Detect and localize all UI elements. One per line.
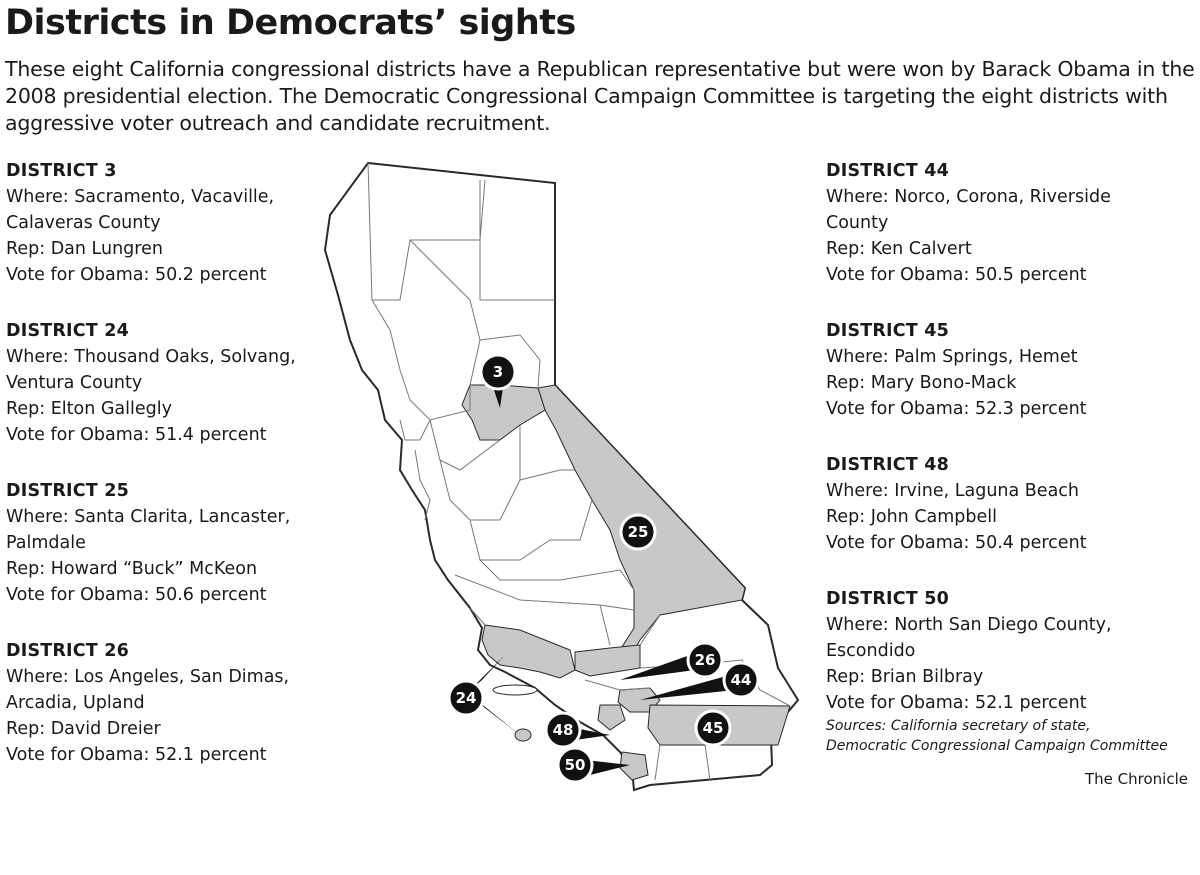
- district-44-info: DISTRICT 44 Where: Norco, Corona, Rivers…: [826, 158, 1200, 288]
- marker-45: 45: [694, 709, 732, 747]
- sources-note: Sources: California secretary of state, …: [826, 716, 1168, 756]
- district-detail: Where: Santa Clarita, Lancaster,: [6, 507, 291, 527]
- district-name: DISTRICT 45: [826, 321, 949, 341]
- district-detail: County: [826, 213, 889, 233]
- district-rep: Rep: Howard “Buck” McKeon: [6, 559, 258, 579]
- district-vote: Vote for Obama: 50.2 percent: [6, 265, 267, 285]
- district-name: DISTRICT 26: [6, 641, 129, 661]
- district-detail: Escondido: [826, 641, 916, 661]
- left-district-column: DISTRICT 3 Where: Sacramento, Vacaville,…: [6, 158, 336, 798]
- district-detail: Where: Irvine, Laguna Beach: [826, 481, 1080, 501]
- district-name: DISTRICT 25: [6, 481, 129, 501]
- district-45-info: DISTRICT 45 Where: Palm Springs, Hemet R…: [826, 318, 1200, 422]
- district-detail: Where: Los Angeles, San Dimas,: [6, 667, 290, 687]
- district-rep: Rep: Ken Calvert: [826, 239, 972, 259]
- district-detail: Where: North San Diego County,: [826, 615, 1112, 635]
- district-48-info: DISTRICT 48 Where: Irvine, Laguna Beach …: [826, 452, 1200, 556]
- district-vote: Vote for Obama: 50.6 percent: [6, 585, 267, 605]
- district-detail: Calaveras County: [6, 213, 161, 233]
- district-26-shape: [574, 644, 641, 677]
- district-name: DISTRICT 50: [826, 589, 949, 609]
- district-26-info: DISTRICT 26 Where: Los Angeles, San Dima…: [6, 638, 336, 768]
- district-rep: Rep: David Dreier: [6, 719, 161, 739]
- marker-label: 45: [703, 719, 724, 737]
- district-50-info: DISTRICT 50 Where: North San Diego Count…: [826, 586, 1200, 716]
- marker-label: 3: [493, 363, 503, 381]
- marker-50: 50: [556, 746, 594, 784]
- marker-48: 48: [544, 711, 582, 749]
- district-vote: Vote for Obama: 52.3 percent: [826, 399, 1087, 419]
- district-vote: Vote for Obama: 50.5 percent: [826, 265, 1087, 285]
- district-detail: Where: Thousand Oaks, Solvang,: [6, 347, 296, 367]
- sources-line: Democratic Congressional Campaign Commit…: [826, 738, 1168, 754]
- district-boundaries: [367, 162, 791, 781]
- district-detail: Ventura County: [6, 373, 143, 393]
- district-detail: Where: Palm Springs, Hemet: [826, 347, 1078, 367]
- channel-island: [514, 728, 532, 742]
- district-3-shape: [461, 384, 546, 441]
- marker-label: 48: [553, 721, 574, 739]
- marker-3: 3: [479, 353, 517, 391]
- marker-25: 25: [619, 513, 657, 551]
- marker-label: 25: [628, 523, 649, 541]
- marker-label: 50: [565, 756, 586, 774]
- page-title: Districts in Democrats’ sights: [5, 3, 576, 43]
- intro-text: These eight California congressional dis…: [5, 57, 1195, 135]
- district-vote: Vote for Obama: 52.1 percent: [6, 745, 267, 765]
- district-48-shape: [597, 704, 626, 731]
- sources-line: Sources: California secretary of state,: [826, 718, 1091, 734]
- district-rep: Rep: Dan Lungren: [6, 239, 163, 259]
- channel-island: [492, 684, 538, 696]
- district-vote: Vote for Obama: 50.4 percent: [826, 533, 1087, 553]
- district-detail: Where: Sacramento, Vacaville,: [6, 187, 275, 207]
- district-vote: Vote for Obama: 51.4 percent: [6, 425, 267, 445]
- district-vote: Vote for Obama: 52.1 percent: [826, 693, 1087, 713]
- district-24-shape: [481, 624, 576, 679]
- right-district-column: DISTRICT 44 Where: Norco, Corona, Rivers…: [826, 158, 1200, 746]
- district-rep: Rep: Elton Gallegly: [6, 399, 172, 419]
- district-name: DISTRICT 3: [6, 161, 117, 181]
- district-name: DISTRICT 48: [826, 455, 949, 475]
- credit-line: The Chronicle: [1085, 770, 1188, 788]
- marker-label: 26: [695, 651, 716, 669]
- marker-26: 26: [686, 641, 724, 679]
- district-rep: Rep: Brian Bilbray: [826, 667, 984, 687]
- district-rep: Rep: Mary Bono-Mack: [826, 373, 1017, 393]
- district-25-info: DISTRICT 25 Where: Santa Clarita, Lancas…: [6, 478, 336, 608]
- district-24-info: DISTRICT 24 Where: Thousand Oaks, Solvan…: [6, 318, 336, 448]
- district-detail: Where: Norco, Corona, Riverside: [826, 187, 1111, 207]
- california-district-map: 3 25 26 44 24 48 45 50: [323, 161, 800, 792]
- marker-44: 44: [722, 661, 760, 699]
- marker-label: 24: [456, 689, 477, 707]
- district-name: DISTRICT 44: [826, 161, 949, 181]
- district-name: DISTRICT 24: [6, 321, 129, 341]
- california-outline: [323, 161, 800, 792]
- district-3-info: DISTRICT 3 Where: Sacramento, Vacaville,…: [6, 158, 336, 288]
- marker-24: 24: [447, 679, 485, 717]
- district-detail: Arcadia, Upland: [6, 693, 145, 713]
- district-detail: Palmdale: [6, 533, 86, 553]
- district-rep: Rep: John Campbell: [826, 507, 998, 527]
- marker-label: 44: [731, 671, 752, 689]
